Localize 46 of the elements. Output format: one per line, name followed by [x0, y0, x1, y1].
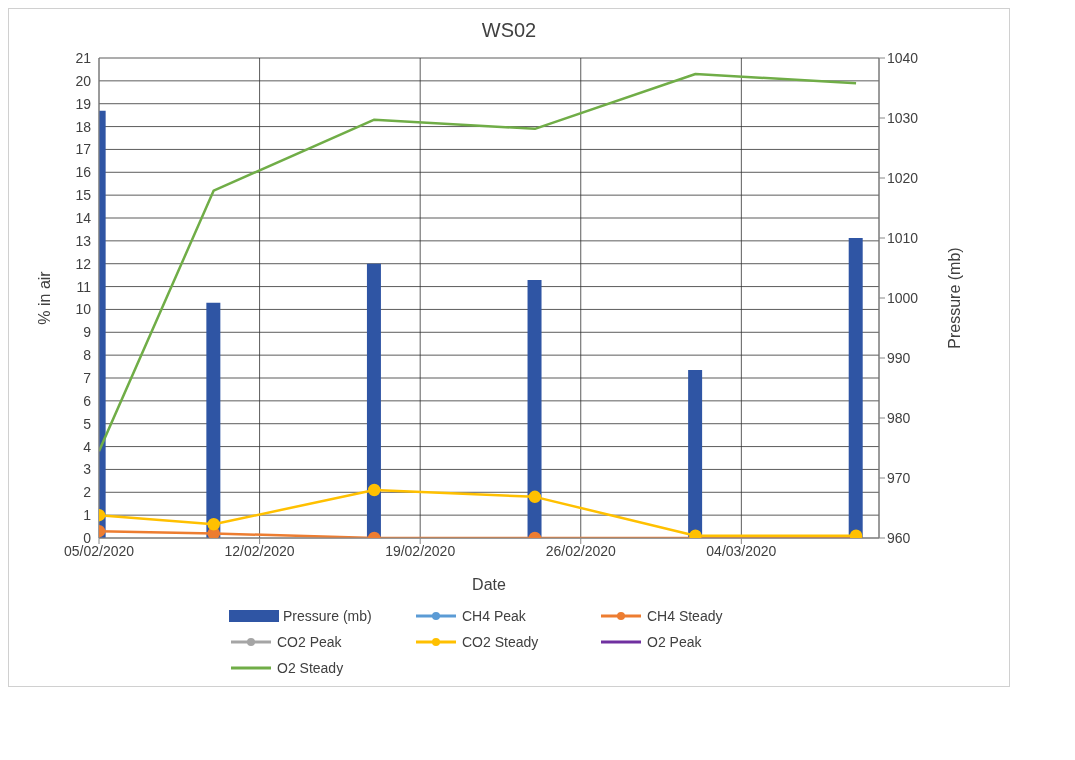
- y-tick-label: 20: [75, 72, 92, 89]
- x-tick-label: 12/02/2020: [224, 542, 295, 559]
- y2-tick-label: 970: [887, 469, 911, 486]
- y-tick-label: 17: [75, 141, 92, 158]
- y-tick-label: 13: [75, 232, 92, 249]
- x-tick-label: 19/02/2020: [385, 542, 456, 559]
- y-tick-label: 9: [83, 324, 92, 341]
- y-tick-label: 8: [83, 347, 92, 364]
- y2-tick-label: 960: [887, 529, 911, 546]
- y-tick-label: 3: [83, 461, 92, 478]
- x-tick-label: 26/02/2020: [545, 542, 617, 559]
- y-tick-label: 4: [83, 438, 92, 455]
- y-tick-label: 11: [76, 278, 92, 295]
- y2-tick-label: 980: [887, 409, 911, 426]
- y2-tick-label: 1030: [887, 109, 919, 126]
- x-tick-label: 04/03/2020: [706, 542, 777, 559]
- legend-label: CO2 Steady: [462, 634, 539, 650]
- line-series: [99, 72, 858, 453]
- y2-tick-label: 1000: [887, 289, 919, 306]
- y-tick-label: 14: [75, 209, 92, 226]
- y2-tick-label: 990: [887, 349, 911, 366]
- y2-tick-label: 1010: [887, 229, 919, 246]
- y-tick-label: 21: [75, 49, 92, 66]
- y-axis-title: % in air: [35, 270, 53, 325]
- y-tick-label: 19: [75, 95, 92, 112]
- y-tick-label: 5: [83, 415, 92, 432]
- legend-label: CH4 Steady: [647, 608, 723, 624]
- legend-label: O2 Steady: [277, 660, 344, 676]
- y2-tick-label: 1040: [887, 49, 919, 66]
- y-tick-label: 15: [75, 187, 92, 204]
- x-axis-title: Date: [472, 576, 506, 593]
- legend-label: O2 Peak: [647, 634, 702, 650]
- y-tick-label: 1: [83, 507, 92, 524]
- chart-title: WS02: [480, 19, 538, 42]
- y-tick-label: 6: [83, 392, 92, 409]
- legend-label: Pressure (mb): [283, 608, 372, 624]
- legend-label: CH4 Peak: [462, 608, 526, 624]
- y2-tick-label: 1020: [887, 169, 919, 186]
- y-tick-label: 10: [75, 301, 92, 318]
- y-tick-label: 2: [83, 484, 92, 501]
- y2-axis-title: Pressure (mb): [945, 247, 963, 349]
- y-tick-label: 16: [75, 164, 92, 181]
- y-tick-label: 7: [83, 369, 92, 386]
- y-tick-label: 12: [75, 255, 92, 272]
- legend-label: CO2 Peak: [277, 634, 342, 650]
- y-tick-label: 18: [75, 118, 92, 135]
